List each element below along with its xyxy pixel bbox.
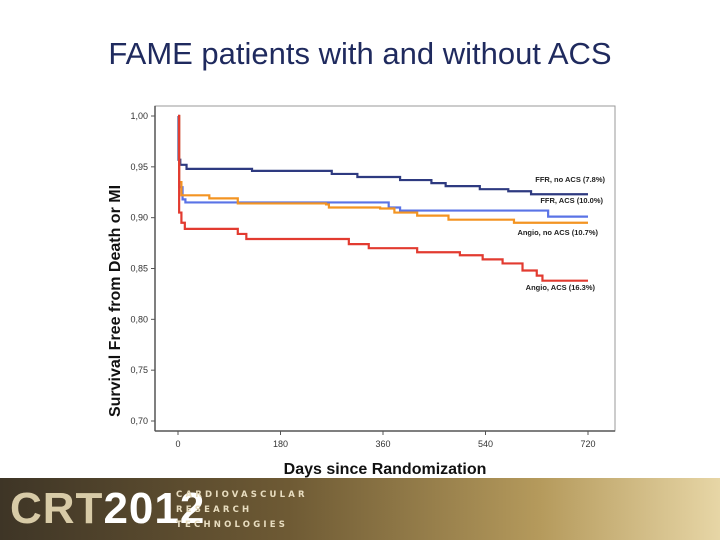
series-labels-layer: FFR, no ACS (7.8%) FFR, ACS (10.0%) Angio,… bbox=[517, 175, 605, 292]
logo-year-text: 2012 bbox=[103, 484, 206, 533]
logo-crt-text: CRT bbox=[10, 484, 104, 533]
series-label: Angio, no ACS (10.7%) bbox=[517, 228, 598, 237]
x-tick-label: 360 bbox=[375, 439, 390, 449]
y-tick-label: 0,75 bbox=[130, 365, 148, 375]
footer-banner: CRT2012 CARDIOVASCULAR RESEARCH TECHNOLO… bbox=[0, 478, 720, 540]
logo-line-3: TECHNOLOGIES bbox=[176, 520, 289, 530]
y-tick-label: 0,90 bbox=[130, 213, 148, 223]
x-tick-label: 180 bbox=[273, 439, 288, 449]
chart-svg: 0,70 0,75 0,80 0,85 0,90 0,95 1,00 0 180 360 540 72… bbox=[107, 105, 616, 478]
y-axis-label: Survival Free from Death or MI bbox=[107, 185, 124, 417]
y-tick-label: 0,95 bbox=[130, 162, 148, 172]
logo-line-2: RESEARCH bbox=[176, 505, 253, 515]
series-line bbox=[178, 114, 588, 224]
y-tick-label: 0,85 bbox=[130, 264, 148, 274]
series-layer bbox=[177, 114, 588, 282]
y-tick-label: 0,80 bbox=[130, 314, 148, 324]
y-tick-label: 0,70 bbox=[130, 416, 148, 426]
logo-subtitle: CARDIOVASCULAR RESEARCH TECHNOLOGIES bbox=[176, 488, 308, 533]
x-tick-label: 540 bbox=[478, 439, 493, 449]
x-tick-label: 0 bbox=[175, 439, 180, 449]
series-label: FFR, no ACS (7.8%) bbox=[535, 175, 605, 184]
crt-logo: CRT2012 bbox=[10, 482, 205, 536]
x-tick-label: 720 bbox=[580, 439, 595, 449]
series-line bbox=[178, 114, 588, 282]
x-axis-label: Days since Randomization bbox=[284, 461, 487, 478]
series-label: FFR, ACS (10.0%) bbox=[540, 196, 603, 205]
survival-chart: 0,70 0,75 0,80 0,85 0,90 0,95 1,00 0 180 360 540 72… bbox=[100, 96, 620, 481]
logo-line-1: CARDIOVASCULAR bbox=[176, 490, 308, 500]
series-label: Angio, ACS (16.3%) bbox=[526, 283, 596, 292]
slide-title: FAME patients with and without ACS bbox=[108, 36, 612, 71]
y-tick-label: 1,00 bbox=[130, 111, 148, 121]
series-line bbox=[177, 114, 588, 196]
axes-layer: 0,70 0,75 0,80 0,85 0,90 0,95 1,00 0 180 360 540 72… bbox=[130, 105, 616, 449]
plot-frame bbox=[154, 105, 616, 432]
